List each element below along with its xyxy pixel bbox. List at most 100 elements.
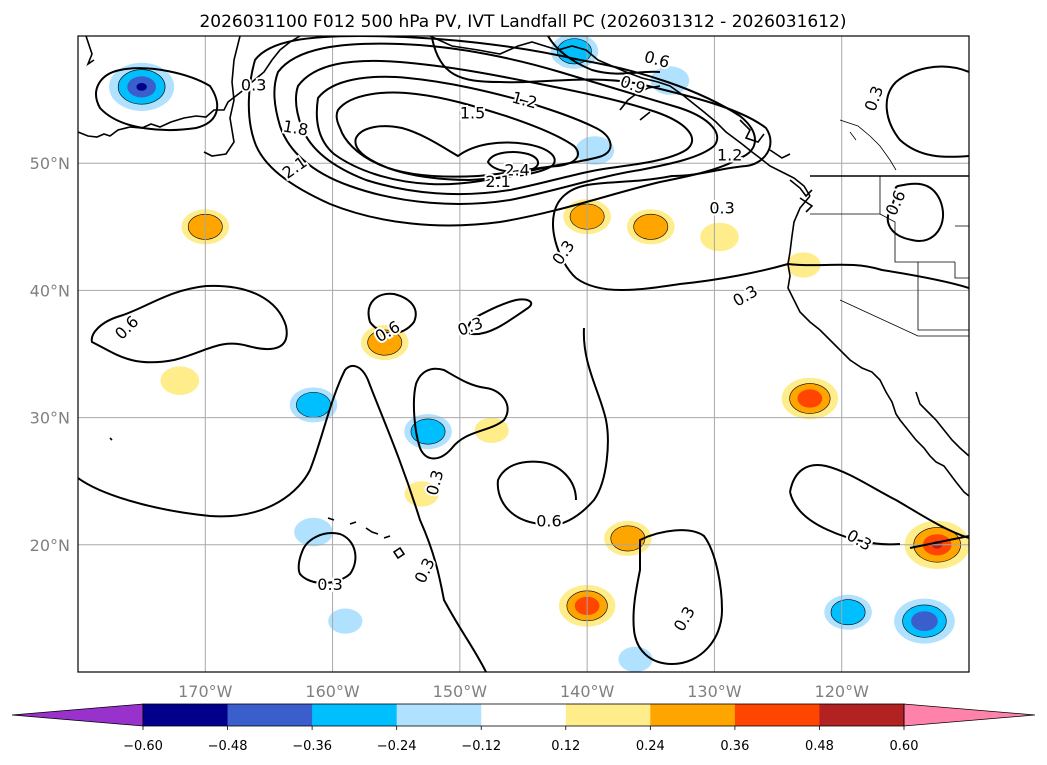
map-frame <box>77 35 970 673</box>
ivt-anomaly-negative <box>328 608 363 634</box>
pv-contour-0.3-nw <box>95 67 219 131</box>
pv-contour-0.6-ne <box>886 182 945 242</box>
colorbar-tick-label: −0.36 <box>292 739 332 754</box>
colorbar-segment <box>227 704 313 726</box>
ivt-anomaly-positive <box>781 377 839 420</box>
ivt-anomaly-negative <box>824 594 872 630</box>
y-tick-label: 30°N <box>30 409 70 428</box>
pv-contour-0.6-southeast <box>632 529 724 666</box>
coastline-baja <box>915 391 969 457</box>
colorbar-segment <box>143 704 229 726</box>
pv-contour-0.3-ne <box>885 65 969 158</box>
pv-contour-1.8 <box>335 91 579 178</box>
ivt-anomaly-positive <box>160 366 200 395</box>
pv-contour-0.3-southeast <box>789 464 969 546</box>
border-alaska-canada <box>839 119 897 171</box>
contour-label: 0.3 <box>709 199 734 218</box>
ivt-anomaly-level <box>830 599 866 626</box>
contour-label: 0.9 <box>618 72 648 99</box>
contour-label: 1.5 <box>460 103 485 122</box>
colorbar-extend-low <box>11 703 144 727</box>
contour-label: 0.3 <box>670 603 699 635</box>
ivt-anomaly-level <box>797 389 823 408</box>
ivt-anomaly-level <box>633 213 669 240</box>
colorbar-tick-label: 0.48 <box>805 739 834 754</box>
colorbar-tick-label: 0.12 <box>551 739 580 754</box>
ivt-anomaly-negative <box>618 646 653 672</box>
contour-label: 0.6 <box>882 187 910 218</box>
contour-label: 0.3 <box>317 575 342 594</box>
ivt-anomaly-level <box>575 136 615 165</box>
border-us-states <box>810 176 969 337</box>
pv-contour-1.2 <box>294 59 693 196</box>
ivt-anomaly-positive <box>627 209 675 245</box>
pv-contour-2.4 <box>486 151 539 173</box>
ivt-anomaly-level <box>160 366 200 395</box>
coastlines <box>78 36 969 560</box>
colorbar-segment <box>312 704 398 726</box>
pv-contour-0.3-sw <box>297 532 357 584</box>
ivt-anomaly-negative <box>550 36 599 69</box>
colorbar-segment <box>565 704 651 726</box>
x-tick-label: 130°W <box>687 682 742 701</box>
chart-title: 2026031100 F012 500 hPa PV, IVT Landfall… <box>199 12 846 32</box>
colorbar-segment <box>819 704 905 726</box>
ivt-anomaly-negative <box>894 598 955 644</box>
pv-contour-0.9 <box>273 42 719 205</box>
colorbar-tick-label: 0.36 <box>720 739 749 754</box>
coastline-western-alaska <box>85 36 95 67</box>
contour-label: 0.3 <box>241 75 266 94</box>
colorbar-tick-label: 0.60 <box>890 739 919 754</box>
ivt-anomaly-level <box>296 391 331 418</box>
x-tick-label: 150°W <box>433 682 488 701</box>
colorbar-tick-label: 0.24 <box>636 739 665 754</box>
contour-label: 0.6 <box>536 512 561 531</box>
colorbar-frame <box>142 703 905 727</box>
colorbar-extend-high <box>903 703 1036 727</box>
pv-contour-0.3-east-loop <box>496 327 609 527</box>
ivt-anomaly-positive <box>474 417 509 443</box>
x-tick-label: 160°W <box>305 682 360 701</box>
contour-label: 2.1 <box>485 172 510 191</box>
contour-label: 1.2 <box>717 145 742 164</box>
contour-label: 0.3 <box>861 83 888 113</box>
pv-contour-0.6 <box>247 36 756 227</box>
coastline-us-west <box>787 195 969 497</box>
pv-contour-1.5 <box>315 75 612 186</box>
coastline-midway <box>109 437 113 441</box>
contour-label: 0.3 <box>548 237 578 269</box>
pv-contour-0.3-mid <box>466 298 533 336</box>
ivt-anomaly-level <box>618 646 653 672</box>
contour-label: 0.3 <box>844 526 876 555</box>
pv-contour-0.3-main <box>78 364 487 672</box>
x-tick-label: 170°W <box>178 682 233 701</box>
colorbar: −0.60 −0.48 −0.36 −0.24 −0.12 0.12 0.24 0.36 0.4… <box>11 703 1036 754</box>
colorbar-tick-label: −0.24 <box>377 739 417 754</box>
ivt-anomaly-negative <box>650 66 690 95</box>
gridlines <box>78 36 969 672</box>
ivt-anomaly-negative <box>294 517 333 547</box>
y-tick-label: 20°N <box>30 536 70 555</box>
colorbar-segment <box>650 704 736 726</box>
pv-contour-0.3-se-edge <box>909 535 969 549</box>
y-tick-label: 40°N <box>30 281 70 300</box>
axis-ticks: 170°W 160°W 150°W 140°W 130°W 120°W 50°N 40°N 30… <box>30 154 869 701</box>
colorbar-segment <box>396 704 482 726</box>
ivt-anomaly-level <box>700 222 739 252</box>
contour-label: 0.3 <box>422 468 447 498</box>
contour-label: 2.4 <box>504 161 529 180</box>
coastline-aleutians <box>78 36 301 138</box>
contour-label: 1.2 <box>510 88 540 113</box>
ivt-anomaly-level <box>474 417 509 443</box>
ivt-anomaly-level <box>136 83 147 91</box>
ivt-anomaly-level <box>367 329 403 356</box>
coastline-bering <box>203 36 241 157</box>
map-area: 0.30.60.91.21.51.82.1 2.42.11.20.30.60.30… <box>78 36 969 672</box>
x-tick-label: 140°W <box>560 682 615 701</box>
colorbar-segment <box>481 704 567 726</box>
pv-contour-0.6-mid <box>367 292 417 335</box>
ivt-anomaly-level <box>294 517 333 547</box>
ivt-anomaly-negative <box>109 62 175 111</box>
colorbar-segment <box>734 704 820 726</box>
